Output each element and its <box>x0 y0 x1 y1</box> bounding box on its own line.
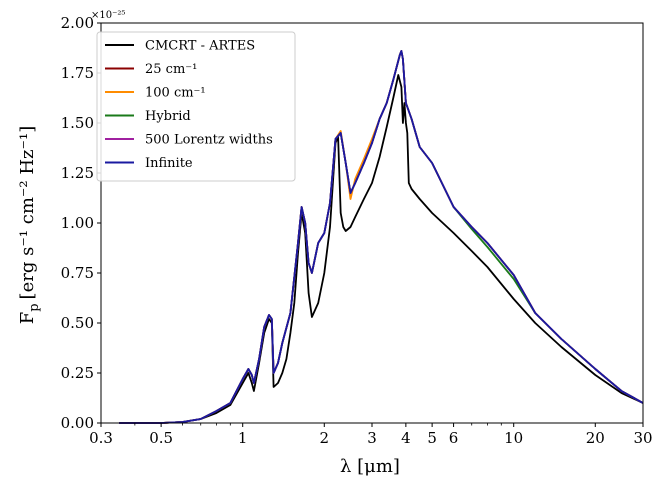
x-tick-label: 20 <box>586 429 605 447</box>
y-tick-label: 1.50 <box>61 114 94 132</box>
x-tick-label: 4 <box>401 429 411 447</box>
y-tick-label: 0.25 <box>61 364 94 382</box>
series-line-5 <box>119 50 644 424</box>
x-tick-label: 0.3 <box>89 429 113 447</box>
legend-label-3: Hybrid <box>145 109 191 124</box>
x-tick-label: 0.5 <box>149 429 173 447</box>
y-tick-label: 0.50 <box>61 314 94 332</box>
x-axis-label: λ [μm] <box>340 456 400 477</box>
x-tick-label: 10 <box>504 429 523 447</box>
x-tick-label: 6 <box>449 429 459 447</box>
x-tick-label: 2 <box>320 429 330 447</box>
y-axis-label-subscript: p <box>27 303 42 311</box>
axes-layer: 0.3 0.5 1 2 3 4 5 6 10 20 30 0.00 0.25 0.50 0.75 1.00 1.… <box>61 14 653 447</box>
y-tick-label: 2.00 <box>61 14 94 32</box>
legend-label-1: 25 cm⁻¹ <box>145 62 197 77</box>
y-tick-label: 1.25 <box>61 164 94 182</box>
legend-label-2: 100 cm⁻¹ <box>145 86 206 101</box>
y-axis-label: Fp [erg s⁻¹ cm⁻² Hz⁻¹] <box>17 126 42 325</box>
legend-label-0: CMCRT - ARTES <box>145 39 255 54</box>
legend-box <box>96 31 296 182</box>
x-tick-label: 1 <box>238 429 248 447</box>
y-multiplier: ×10⁻²⁵ <box>91 10 125 21</box>
y-tick-label: 1.00 <box>61 214 94 232</box>
x-tick-label: 5 <box>427 429 437 447</box>
x-tick-label: 3 <box>367 429 377 447</box>
legend-label-5: Infinite <box>145 156 193 171</box>
y-tick-label: 0.75 <box>61 264 94 282</box>
y-axis-label-units: [erg s⁻¹ cm⁻² Hz⁻¹] <box>17 126 38 300</box>
series-layer <box>119 50 644 424</box>
y-tick-label: 0.00 <box>61 414 94 432</box>
y-tick-label: 1.75 <box>61 64 94 82</box>
y-axis-label-main: F <box>17 312 38 325</box>
legend: CMCRT - ARTES 25 cm⁻¹ 100 cm⁻¹ Hybrid 500 Lo… <box>96 31 296 182</box>
legend-label-4: 500 Lorentz widths <box>145 133 273 148</box>
x-tick-label: 30 <box>633 429 652 447</box>
